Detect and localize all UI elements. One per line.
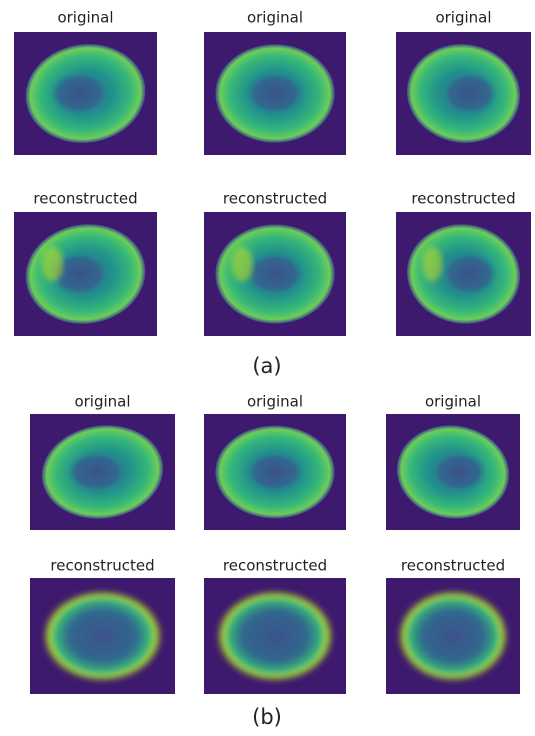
image bbox=[396, 212, 531, 336]
caption: (a) bbox=[252, 354, 281, 378]
ring bbox=[215, 590, 334, 683]
image bbox=[386, 578, 520, 694]
image-label: reconstructed bbox=[223, 557, 327, 575]
highlight bbox=[42, 247, 64, 282]
highlight bbox=[231, 247, 252, 282]
image-label: reconstructed bbox=[411, 190, 515, 208]
image bbox=[30, 578, 175, 694]
image-label: reconstructed bbox=[401, 557, 505, 575]
image-label: reconstructed bbox=[33, 190, 137, 208]
inner bbox=[49, 71, 109, 115]
image bbox=[204, 578, 346, 694]
image bbox=[204, 414, 346, 530]
inner bbox=[245, 252, 305, 297]
ring bbox=[397, 590, 510, 683]
image bbox=[386, 414, 520, 530]
image-label: original bbox=[425, 393, 481, 411]
figure: original original original reconstructed rec… bbox=[0, 0, 535, 736]
image-label: original bbox=[435, 9, 491, 27]
caption: (b) bbox=[252, 705, 282, 729]
inner bbox=[441, 71, 498, 115]
inner bbox=[66, 451, 127, 493]
image bbox=[396, 32, 531, 155]
image-label: reconstructed bbox=[223, 190, 327, 208]
highlight bbox=[422, 247, 442, 282]
inner bbox=[245, 451, 305, 493]
image bbox=[204, 32, 346, 155]
inner bbox=[441, 252, 498, 297]
inner bbox=[245, 71, 305, 115]
image-label: original bbox=[247, 393, 303, 411]
image bbox=[204, 212, 346, 336]
image bbox=[14, 212, 157, 336]
image bbox=[14, 32, 157, 155]
image-label: reconstructed bbox=[50, 557, 154, 575]
image-label: original bbox=[247, 9, 303, 27]
image bbox=[30, 414, 175, 530]
inner bbox=[431, 451, 487, 493]
ring bbox=[42, 590, 164, 683]
image-label: original bbox=[74, 393, 130, 411]
image-label: original bbox=[57, 9, 113, 27]
